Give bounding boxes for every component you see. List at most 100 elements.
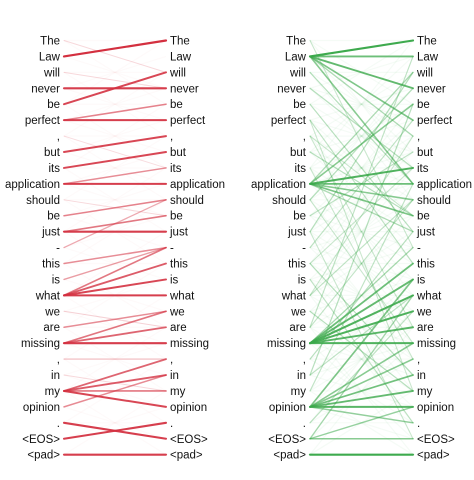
target-token-label: but <box>417 147 434 159</box>
source-token-label: never <box>277 83 306 95</box>
target-token-label: should <box>170 195 204 207</box>
target-token-label: just <box>169 227 189 239</box>
source-token-label: this <box>42 259 60 271</box>
target-token-label: , <box>170 131 173 143</box>
source-token-label: Law <box>285 51 307 63</box>
background-attention-line <box>309 310 414 408</box>
source-token-label: Law <box>39 51 61 63</box>
target-token-label: we <box>169 306 185 318</box>
target-token-label: application <box>170 179 225 191</box>
target-token-label: perfect <box>417 115 453 127</box>
source-token-label: perfect <box>25 115 61 127</box>
source-token-label: are <box>43 322 60 334</box>
attention-link <box>309 246 414 344</box>
attention-link <box>309 71 414 233</box>
source-token-label: <pad> <box>273 450 306 462</box>
attention-link <box>309 374 414 408</box>
source-token-label: just <box>41 227 61 239</box>
attention-link <box>309 294 414 440</box>
background-attention-line <box>309 215 414 249</box>
background-attention-line <box>309 310 414 408</box>
attention-link <box>309 342 414 408</box>
attention-link <box>309 310 414 345</box>
attention-link <box>309 87 414 169</box>
attention-link <box>309 199 414 296</box>
target-token-label: in <box>417 370 426 382</box>
attention-link <box>309 406 414 440</box>
background-attention-line <box>309 278 414 312</box>
background-attention-line <box>309 40 414 169</box>
background-attention-line <box>309 119 414 153</box>
target-token-label: Law <box>417 51 439 63</box>
source-token-label: but <box>290 147 307 159</box>
background-attention-line <box>309 151 414 185</box>
attention-link <box>309 310 414 392</box>
background-attention-line <box>309 103 414 169</box>
target-token-label: never <box>417 83 446 95</box>
attention-link <box>63 246 167 281</box>
target-token-label: - <box>170 243 174 255</box>
attention-link <box>309 406 414 424</box>
background-attention-line <box>309 87 414 121</box>
target-token-label: . <box>417 418 420 430</box>
source-token-label: never <box>31 83 60 95</box>
target-token-label: be <box>417 99 430 111</box>
target-token-label: this <box>170 259 188 271</box>
target-token-label: be <box>417 211 430 223</box>
target-token-label: Law <box>170 51 192 63</box>
background-attention-line <box>309 295 414 424</box>
background-attention-line <box>309 71 414 201</box>
attention-link <box>63 326 167 345</box>
attention-link <box>63 214 167 233</box>
source-token-label: missing <box>21 338 60 350</box>
background-attention-line <box>309 215 414 312</box>
background-attention-line <box>309 135 414 201</box>
right-source-tokens: The Law will never be perfect, but its applicati… <box>251 36 307 462</box>
source-token-label: be <box>293 211 306 223</box>
background-attention-line <box>309 55 414 153</box>
target-token-label: , <box>417 131 420 143</box>
attention-link <box>309 167 414 360</box>
background-attention-line <box>309 263 414 328</box>
attention-link <box>63 358 167 392</box>
target-token-label: we <box>416 306 432 318</box>
attention-link <box>309 103 414 185</box>
target-token-label: is <box>170 274 179 286</box>
attention-link <box>63 246 167 265</box>
source-token-label: application <box>251 179 306 191</box>
target-token-label: in <box>170 370 179 382</box>
attention-link <box>62 421 168 440</box>
target-token-label: <EOS> <box>170 434 208 446</box>
source-token-label: should <box>272 195 306 207</box>
target-token-label: what <box>416 290 442 302</box>
attention-link <box>63 103 167 121</box>
source-token-label: <EOS> <box>22 434 60 446</box>
attention-link <box>309 358 414 408</box>
source-token-label: , <box>57 354 60 366</box>
background-attention-line <box>309 87 414 121</box>
source-token-label: . <box>57 418 60 430</box>
background-attention-line <box>309 199 414 328</box>
source-token-label: opinion <box>269 402 306 414</box>
attention-link <box>309 55 414 137</box>
source-token-label: we <box>290 306 306 318</box>
source-token-label: <pad> <box>27 450 60 462</box>
background-attention-line <box>309 103 414 169</box>
target-token-label: be <box>170 211 183 223</box>
source-token-label: in <box>297 370 306 382</box>
background-attention-line <box>309 183 414 280</box>
source-token-label: The <box>286 36 306 48</box>
right-attention-links <box>308 39 415 456</box>
target-token-label: . <box>170 418 173 430</box>
right-target-tokens: The Law will never be perfect, but its applicati… <box>416 36 472 462</box>
attention-link <box>309 55 414 121</box>
background-attention-line <box>309 342 414 376</box>
background-attention-line <box>309 199 414 328</box>
attention-link <box>309 294 414 345</box>
target-token-label: my <box>417 386 433 398</box>
target-token-label: but <box>170 147 187 159</box>
left-attention-links <box>62 39 168 456</box>
source-token-label: <EOS> <box>268 434 306 446</box>
source-token-label: its <box>295 163 307 175</box>
target-token-label: missing <box>170 338 209 350</box>
